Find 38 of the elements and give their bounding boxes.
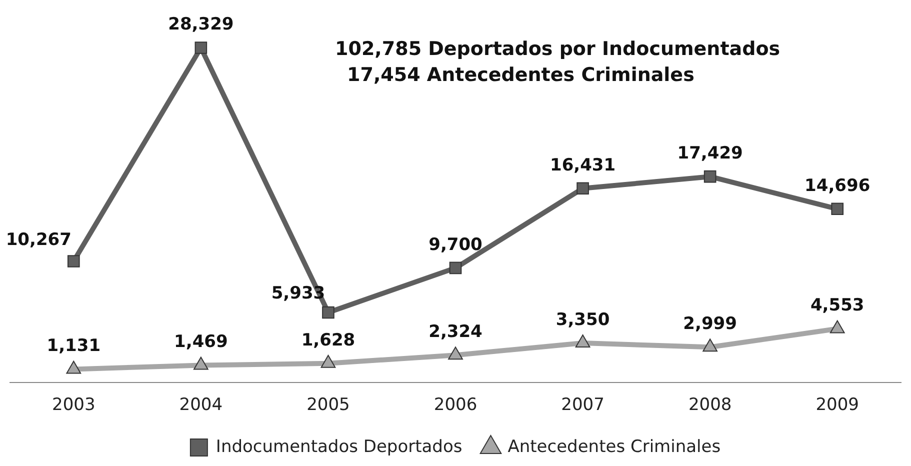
x-tick-label: 2003 <box>52 395 96 416</box>
point <box>704 170 716 183</box>
data-label: 28,329 <box>168 14 234 35</box>
x-tick-label: 2005 <box>306 395 350 416</box>
data-label: 1,628 <box>301 330 356 350</box>
point <box>831 202 844 216</box>
data-label: 4,553 <box>810 296 864 316</box>
legend-label: Indocumentados Deportados <box>216 436 462 457</box>
x-tick-label: 2008 <box>688 395 732 416</box>
x-tick-label: 2004 <box>179 395 223 416</box>
annotation: 17,454 Antecedentes Criminales <box>347 64 694 86</box>
x-tick-label: 2009 <box>816 395 859 416</box>
point <box>322 306 334 319</box>
point <box>448 346 463 360</box>
x-tick-label: 2007 <box>561 395 604 416</box>
point <box>576 182 589 195</box>
data-label: 2,324 <box>428 322 483 342</box>
data-label: 3,350 <box>556 310 610 330</box>
point <box>194 356 208 370</box>
data-label: 17,429 <box>677 144 743 164</box>
data-label: 14,696 <box>804 176 870 196</box>
x-tick-label: 2006 <box>434 395 478 416</box>
point <box>320 354 336 368</box>
point <box>830 320 845 334</box>
data-label: 1,131 <box>46 336 101 356</box>
point <box>194 42 208 54</box>
point <box>702 338 718 352</box>
point <box>67 255 80 268</box>
data-label: 2,999 <box>683 314 737 334</box>
annotation: 102,785 Deportados por Indocumentados <box>335 38 780 60</box>
point <box>575 334 590 348</box>
point <box>449 262 462 274</box>
legend-label: Antecedentes Criminales <box>508 436 721 457</box>
data-label: 9,700 <box>428 234 483 255</box>
data-label: 16,431 <box>550 155 616 176</box>
data-label: 1,469 <box>174 332 228 352</box>
point <box>66 360 82 374</box>
data-label: 10,267 <box>6 230 72 250</box>
